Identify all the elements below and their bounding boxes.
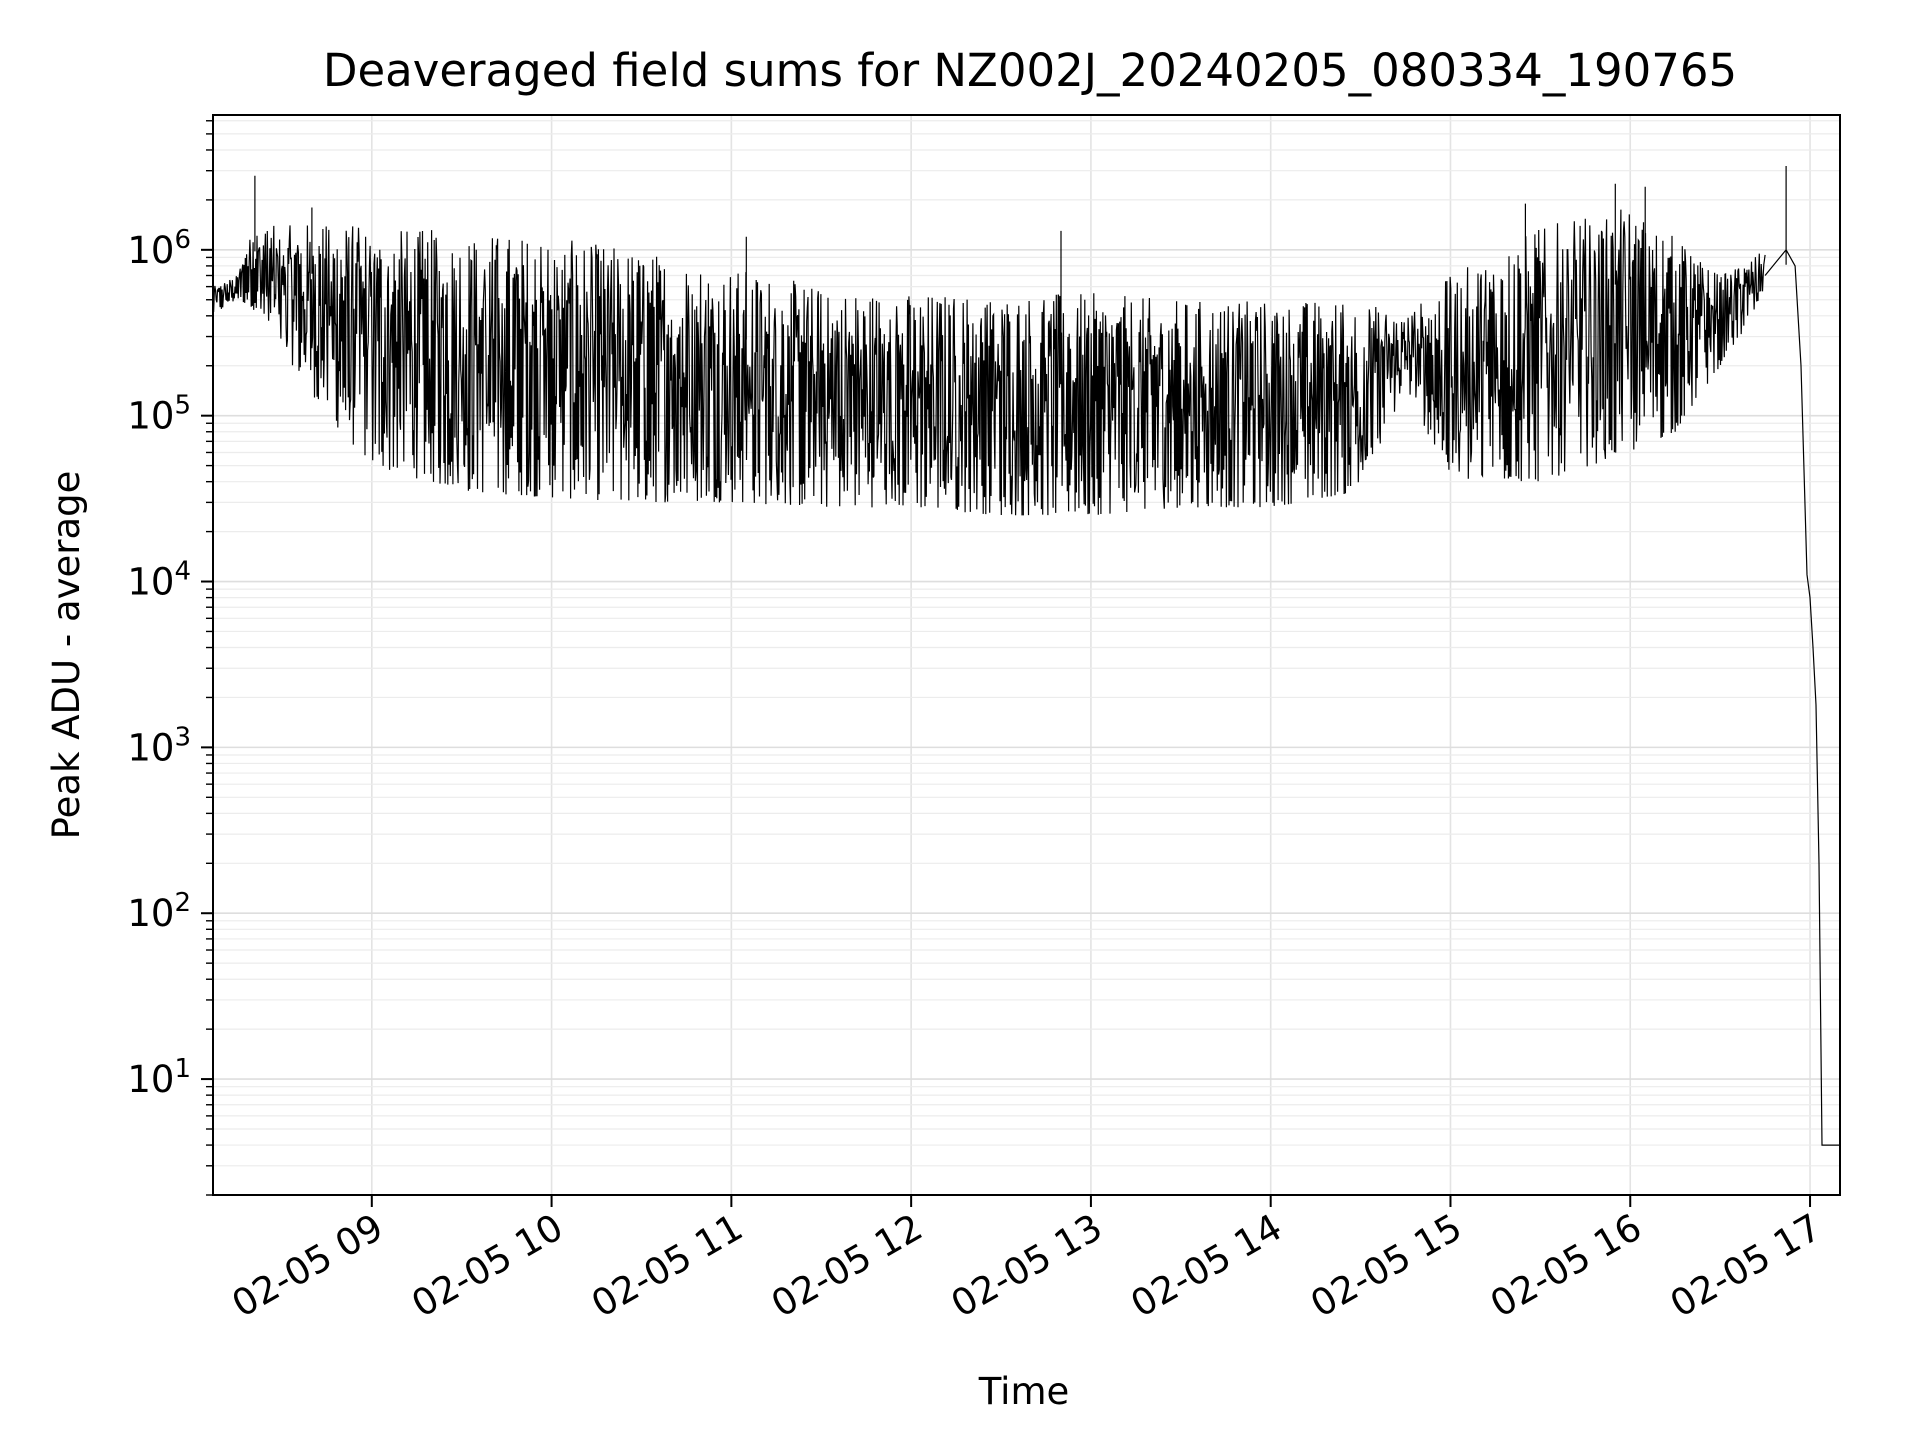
x-tick-label: 02-05 15 <box>1303 1206 1469 1326</box>
x-axis: 02-05 09 02-05 10 02-05 11 02-05 12 02-05 13… <box>225 1195 1829 1326</box>
x-tick-label: 02-05 11 <box>584 1206 750 1326</box>
y-tick-label: 104 <box>127 557 191 604</box>
plot-frame <box>212 114 1841 1196</box>
y-axis: 101 102 103 104 105 106 <box>127 120 213 1196</box>
y-tick-label: 106 <box>127 225 191 272</box>
y-axis-label: Peak ADU - average <box>45 471 88 840</box>
x-tick-label: 02-05 13 <box>944 1206 1110 1326</box>
x-axis-label: Time <box>978 1370 1070 1413</box>
gridlines <box>213 115 1840 1196</box>
x-tick-label: 02-05 14 <box>1124 1206 1290 1326</box>
y-tick-label: 101 <box>127 1054 191 1101</box>
y-tick-label: 103 <box>127 722 191 769</box>
chart-title: Deaveraged field sums for NZ002J_2024020… <box>323 44 1737 97</box>
x-tick-label: 02-05 12 <box>764 1206 930 1326</box>
x-tick-label: 02-05 09 <box>225 1206 391 1326</box>
x-tick-label: 02-05 10 <box>405 1206 571 1326</box>
x-tick-label: 02-05 16 <box>1483 1206 1649 1326</box>
x-tick-label: 02-05 17 <box>1663 1206 1829 1326</box>
y-tick-label: 102 <box>127 888 191 935</box>
y-tick-label: 105 <box>127 391 191 438</box>
series-line <box>212 166 1840 1146</box>
